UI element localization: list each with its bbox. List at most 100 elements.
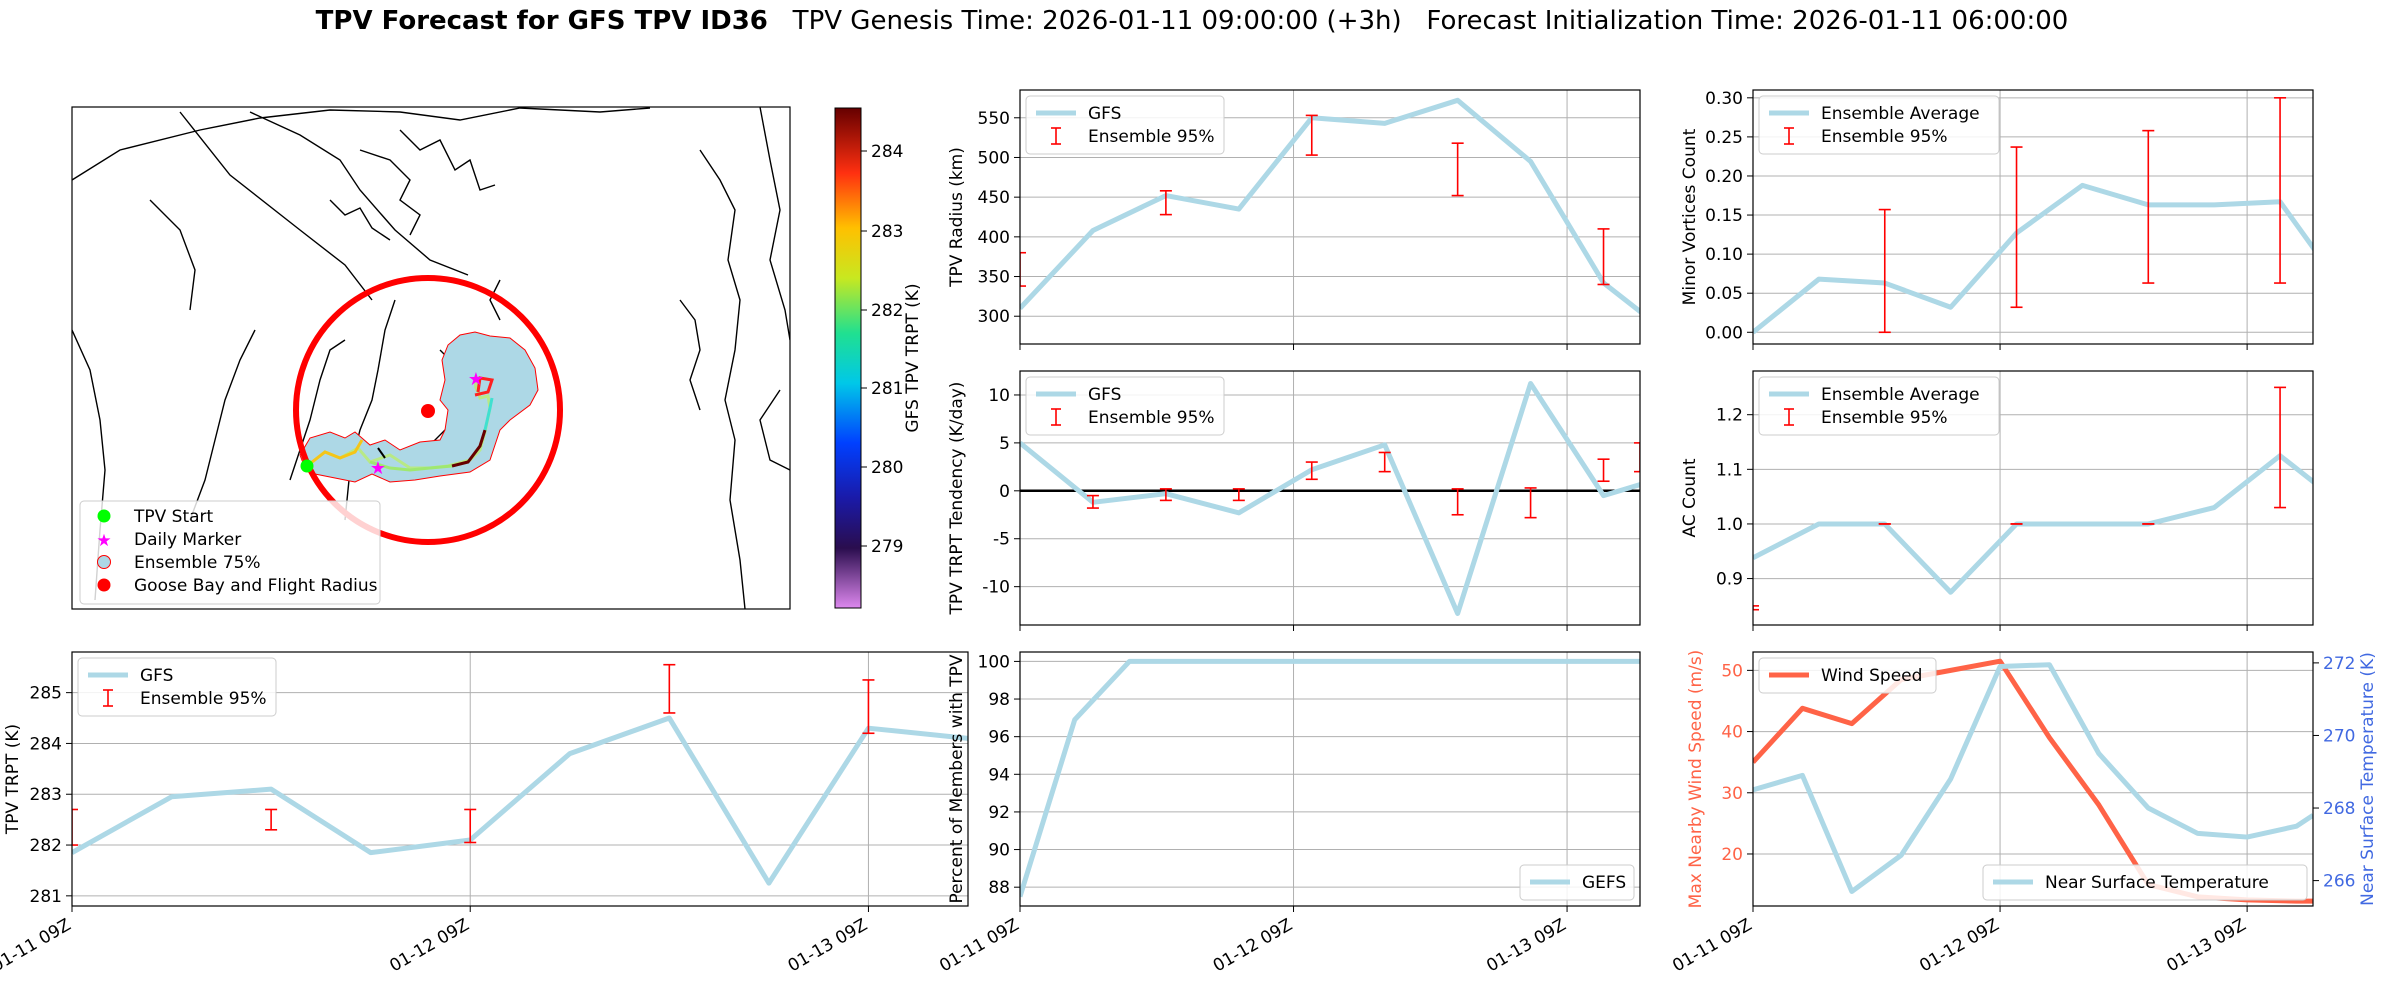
y-axis-label: TPV Radius (km) [947, 147, 967, 288]
legend-label: Ensemble 95% [1821, 127, 1948, 147]
plot-area-tendency [1020, 380, 1640, 616]
ytick-label: 1.0 [1716, 515, 1743, 535]
y2tick-label: 268 [2323, 799, 2355, 819]
ytick-label: 0.15 [1705, 206, 1743, 226]
legend-ensemble-75: Ensemble 75% [134, 553, 261, 573]
chart-trpt: 281 282 283 284 285 01-11 09Z 01-12 09Z 01-13 0… [0, 651, 969, 976]
ytick-label: -5 [993, 530, 1010, 550]
ytick-label: 283 [30, 785, 62, 805]
series-line-gfs [1020, 380, 1640, 616]
flight-radius-circle [293, 275, 563, 545]
colorbar-tick-label: 280 [871, 458, 903, 478]
axes-frame [1019, 89, 1641, 345]
legend-label: Ensemble Average [1821, 385, 1980, 405]
series-line-ensemble-average [1753, 453, 2313, 595]
colorbar-tick-label: 284 [871, 142, 903, 162]
coastlines [72, 107, 790, 609]
plot-area-ac [1753, 386, 2313, 611]
legend-label: Ensemble 95% [1821, 408, 1948, 428]
xtick-label: 01-11 09Z [936, 915, 1022, 976]
y2-axis-label: Near Surface Temperature (K) [2358, 652, 2378, 906]
plot-area-minor [1753, 97, 2313, 335]
ytick-label: 0.25 [1705, 128, 1743, 148]
legend-start-icon [97, 509, 111, 523]
y-axis-label: TPV TRPT Tendency (K/day) [947, 382, 967, 616]
colorbar-label: GFS TPV TRPT (K) [903, 283, 923, 432]
legend-box [1758, 376, 2000, 436]
axes-frame [1019, 651, 1641, 907]
ytick-label: 282 [30, 836, 62, 856]
ytick-label: 98 [988, 690, 1010, 710]
legend-label: Ensemble 95% [140, 689, 267, 709]
series-line-near-surface-temperature [1753, 662, 2313, 894]
ytick-label: 550 [978, 109, 1010, 129]
legend-box [1758, 95, 2000, 155]
y2tick-label: 270 [2323, 726, 2355, 746]
ytick-label: 1.1 [1716, 460, 1743, 480]
ytick-label: 500 [978, 148, 1010, 168]
series-line-ensemble-average [1753, 182, 2313, 335]
ytick-label: 350 [978, 268, 1010, 288]
ytick-label: 300 [978, 307, 1010, 327]
legend-daily-marker: Daily Marker [134, 530, 241, 550]
colorbar-tick-label: 281 [871, 379, 903, 399]
ytick-label: 30 [1721, 784, 1743, 804]
ytick-label: 0.20 [1705, 167, 1743, 187]
chart-radius: 300 350 400 450 500 550 TPV Radius (km) GFS Ense… [947, 89, 1641, 350]
legend-label: Ensemble 95% [1088, 127, 1215, 147]
ytick-label: 88 [988, 878, 1010, 898]
series-line-gfs [1020, 97, 1640, 315]
series-line-gefs [1020, 658, 1640, 898]
xtick-label: 01-12 09Z [1210, 915, 1296, 976]
figure-title: TPV Forecast for GFS TPV ID36 TPV Genesi… [0, 6, 2384, 36]
ytick-label: 92 [988, 803, 1010, 823]
colorbar-tick-label: 283 [871, 222, 903, 242]
ytick-label: 20 [1721, 845, 1743, 865]
legend-ens-icon [97, 555, 111, 569]
ytick-label: 0.10 [1705, 245, 1743, 265]
y-axis-label: Percent of Members with TPV [947, 654, 967, 903]
plot-area-trpt [72, 663, 968, 886]
y2tick-label: 266 [2323, 872, 2355, 892]
ytick-label: 40 [1721, 723, 1743, 743]
ytick-label: 0.05 [1705, 284, 1743, 304]
colorbar-ticks: 284 283 282 281 280 279 [861, 142, 903, 557]
y-axis-label: AC Count [1680, 458, 1700, 537]
legend-label: Ensemble 95% [1088, 408, 1215, 428]
ytick-label: 0 [999, 482, 1010, 502]
map-content: ★ ★ TPV Start ★ Daily Marker Ensemble 75… [72, 107, 790, 609]
colorbar-tick-label: 279 [871, 537, 903, 557]
y-axis-label: Max Nearby Wind Speed (m/s) [1686, 650, 1706, 909]
ytick-label: 450 [978, 188, 1010, 208]
chart-tendency: -10 -5 0 5 10 TPV TRPT Tendency (K/day) GFS Ens… [947, 370, 1641, 631]
ytick-label: 1.2 [1716, 406, 1743, 426]
colorbar [834, 107, 862, 609]
xtick-label: 01-13 09Z [1483, 915, 1569, 976]
legend-tpv-start: TPV Start [133, 507, 214, 527]
legend-box [1982, 864, 2308, 901]
colorbar-tick-label: 282 [871, 301, 903, 321]
ytick-label: 5 [999, 434, 1010, 454]
daily-marker-1: ★ [370, 458, 386, 479]
legend-label: Ensemble Average [1821, 104, 1980, 124]
xtick-label: 01-13 09Z [2163, 915, 2249, 976]
legend-label: Near Surface Temperature [2045, 873, 2269, 893]
y-axis-label: TPV TRPT (K) [3, 724, 23, 835]
ytick-label: 281 [30, 887, 62, 907]
xtick-label: 01-12 09Z [1916, 915, 2002, 976]
chart-percent: 88 90 92 94 96 98 100 01-11 09Z 01-12 09Z 01-13 0… [936, 651, 1641, 976]
y-axis-label: Minor Vortices Count [1680, 128, 1700, 305]
figure-title-rest: TPV Genesis Time: 2026-01-11 09:00:00 (+… [767, 6, 2069, 36]
legend-goose-bay: Goose Bay and Flight Radius [134, 576, 378, 596]
ytick-label: 0.30 [1705, 89, 1743, 109]
axes-frame [1752, 651, 2314, 907]
axes-frame [1752, 89, 2314, 345]
ytick-label: 0.00 [1705, 323, 1743, 343]
legend-box [1758, 657, 1937, 694]
y2tick-label: 272 [2323, 654, 2355, 674]
map-legend-box [79, 500, 381, 605]
ytick-label: 96 [988, 728, 1010, 748]
